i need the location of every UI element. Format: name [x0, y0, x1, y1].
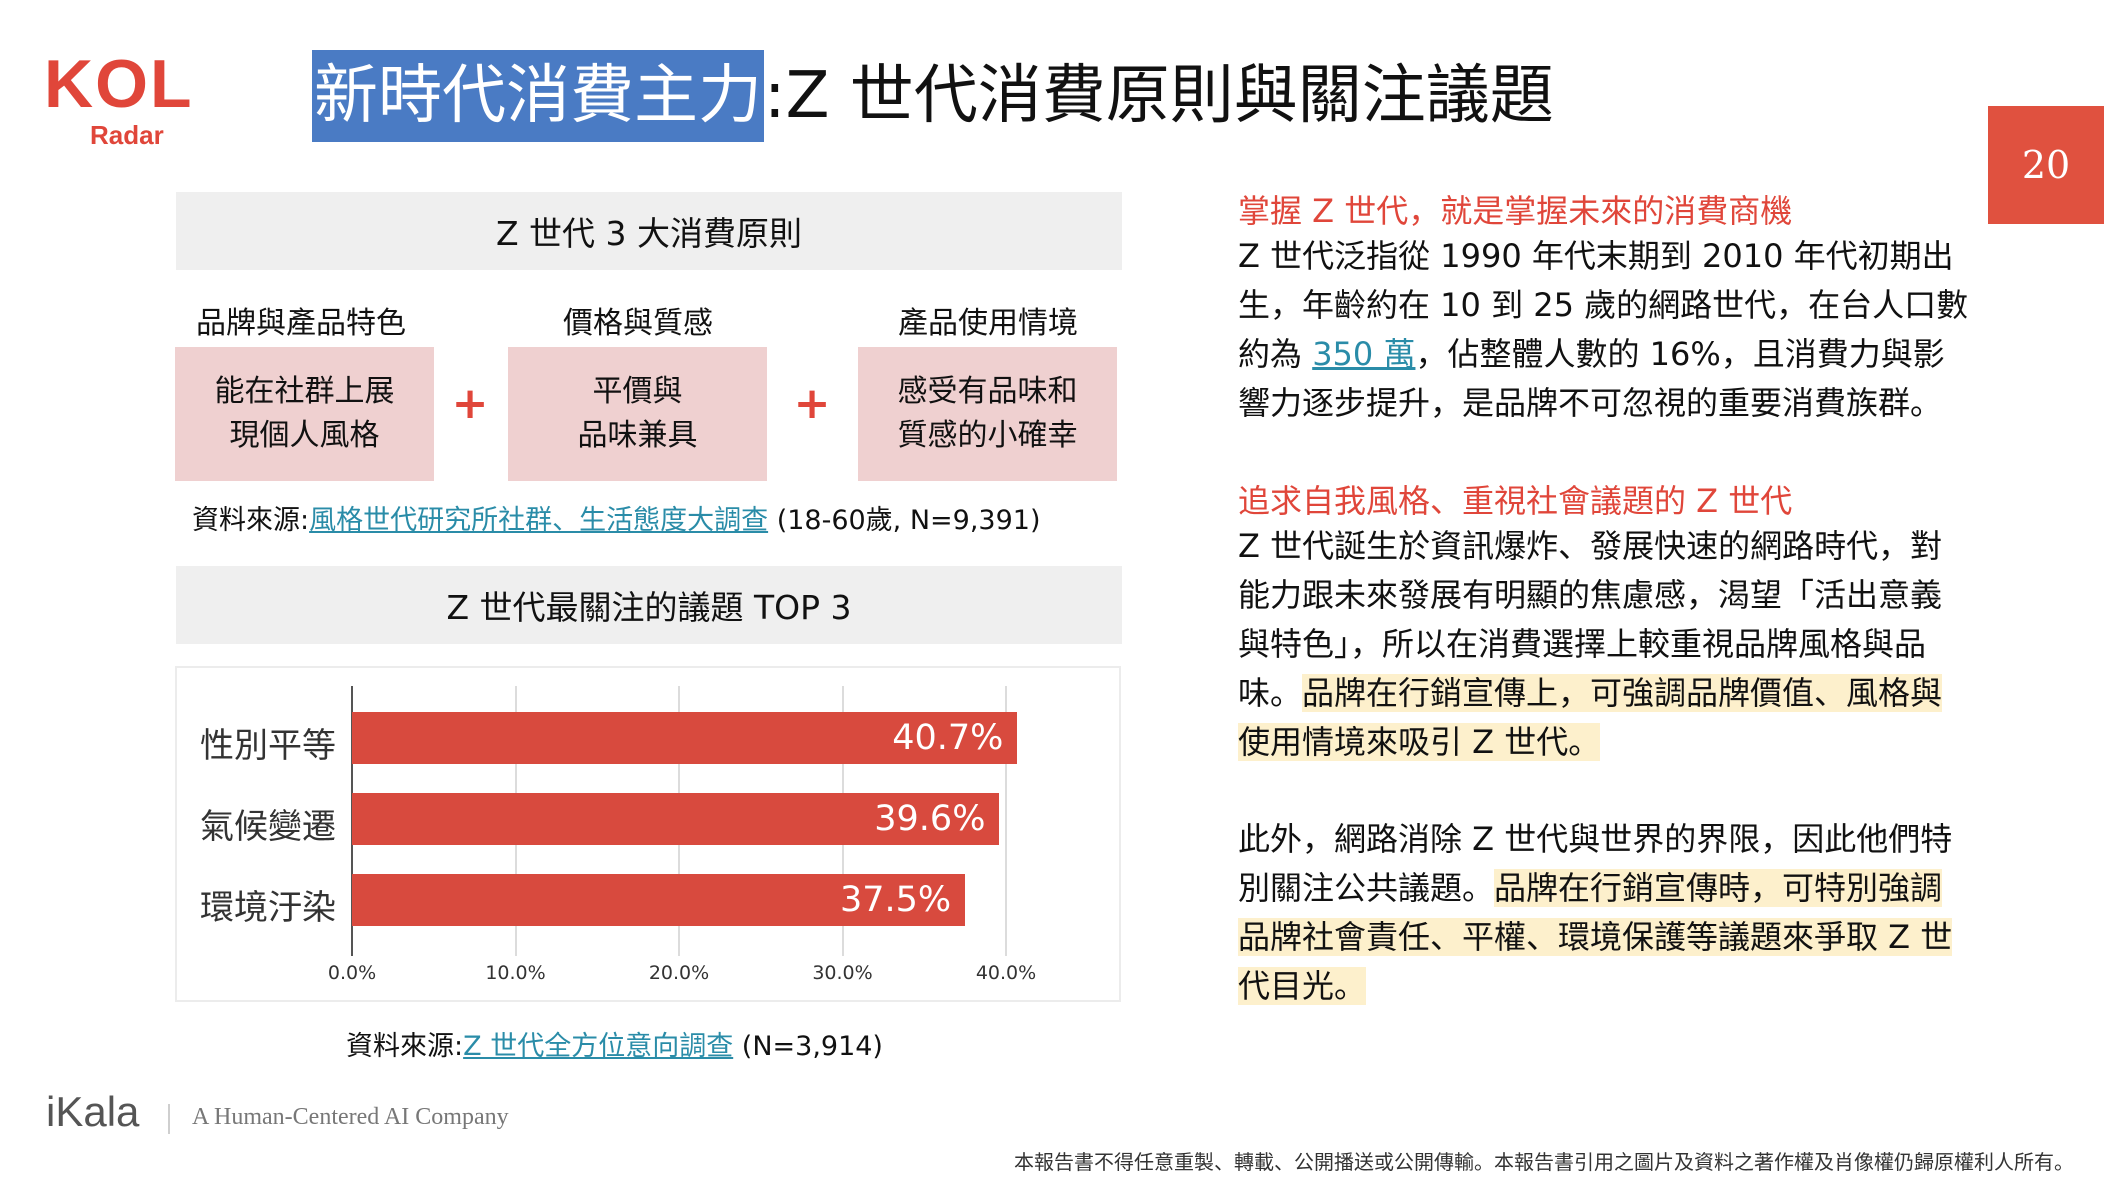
paragraph-1-text-a: Z 世代泛指從 1990 年代末期到 2010 年代初期出生，年齡約在 10 到… [1238, 237, 1969, 373]
source-prefix: 資料來源: [346, 1031, 464, 1062]
source-prefix: 資料來源: [192, 505, 310, 536]
ikala-logo: iKala [46, 1088, 140, 1135]
paragraph-2-highlight: 品牌在行銷宣傳上，可強調品牌價值、風格與使用情境來吸引 Z 世代。 [1238, 674, 1943, 761]
source-link[interactable]: 風格世代研究所社群、生活態度大調查 [309, 505, 769, 536]
source-suffix: (18-60歲, N=9,391) [768, 505, 1041, 536]
footer-disclaimer: 本報告書不得任意重製、轉載、公開播送或公開傳輸。本報告書引用之圖片及資料之著作權… [1014, 1150, 2074, 1174]
chart-bar: 39.6% [352, 793, 1000, 845]
bar-category-label: 環境汙染 [200, 888, 336, 928]
page-number: 20 [1988, 106, 2104, 224]
bar-category-label: 氣候變遷 [200, 807, 336, 847]
footer-divider [168, 1104, 170, 1134]
principle-label-3: 產品使用情境 [898, 306, 1078, 341]
page-title: 新時代消費主力 :Z 世代消費原則與關注議題 [312, 50, 1554, 142]
x-tick-label: 10.0% [485, 962, 546, 984]
x-tick-label: 30.0% [812, 962, 873, 984]
plus-icon: + [451, 378, 489, 429]
issues-header: Z 世代最關注的議題 TOP 3 [176, 566, 1122, 644]
bar-category-label: 性別平等 [200, 726, 336, 766]
principle-box-2: 平價與 品味兼具 [508, 347, 767, 481]
paragraph-2-text: Z 世代誕生於資訊爆炸、發展快速的網路時代，對能力跟未來發展有明顯的焦慮感，渴望… [1238, 527, 1943, 712]
logo-brand: KOL [44, 46, 194, 122]
principles-header: Z 世代 3 大消費原則 [176, 192, 1122, 270]
x-tick-label: 0.0% [327, 962, 377, 984]
chart-frame [175, 666, 1121, 1002]
paragraph-3: 此外，網路消除 Z 世代與世界的界限，因此他們特別關注公共議題。品牌在行銷宣傳時… [1238, 815, 1973, 1011]
right-column: 掌握 Z 世代，就是掌握未來的消費商機 Z 世代泛指從 1990 年代末期到 2… [1238, 186, 1973, 1011]
title-highlight: 新時代消費主力 [312, 50, 764, 142]
chart-bar: 40.7% [352, 712, 1018, 764]
principle-label-1: 品牌與產品特色 [196, 306, 406, 341]
issues-source: 資料來源:Z 世代全方位意向調查 (N=3,914) [346, 1024, 883, 1063]
x-tick-label: 40.0% [975, 962, 1037, 984]
title-rest: :Z 世代消費原則與關注議題 [764, 59, 1554, 133]
source-suffix: (N=3,914) [733, 1031, 883, 1062]
principles-source: 資料來源:風格世代研究所社群、生活態度大調查 (18-60歲, N=9,391) [192, 498, 1041, 537]
footer-tagline: A Human-Centered AI Company [192, 1104, 509, 1130]
logo-sub: Radar [90, 120, 164, 150]
principle-label-2: 價格與質感 [563, 306, 713, 341]
source-link[interactable]: Z 世代全方位意向調查 [463, 1031, 734, 1062]
kol-radar-logo: KOL Radar [44, 44, 214, 154]
population-link[interactable]: 350 萬 [1312, 335, 1416, 373]
chart-bar: 37.5% [352, 874, 966, 926]
section-heading-1: 掌握 Z 世代，就是掌握未來的消費商機 [1238, 192, 1793, 230]
principle-box-1: 能在社群上展 現個人風格 [175, 347, 434, 481]
paragraph-3-text: 此外，網路消除 Z 世代與世界的界限，因此他們特別關注公共議題。 [1238, 820, 1953, 907]
x-tick-label: 20.0% [648, 962, 710, 984]
paragraph-1: Z 世代泛指從 1990 年代末期到 2010 年代初期出生，年齡約在 10 到… [1238, 232, 1973, 428]
plus-icon: + [793, 378, 831, 429]
bar-value-label: 40.7% [892, 718, 1004, 758]
paragraph-2: Z 世代誕生於資訊爆炸、發展快速的網路時代，對能力跟未來發展有明顯的焦慮感，渴望… [1238, 522, 1973, 767]
section-heading-2: 追求自我風格、重視社會議題的 Z 世代 [1238, 482, 1793, 520]
bar-value-label: 39.6% [874, 799, 986, 839]
bar-value-label: 37.5% [839, 880, 952, 920]
paragraph-1-text-b: ，佔整體人數的 16%，且消費力與影響力逐步提升，是品牌不可忽視的重要消費族群。 [1238, 335, 1945, 422]
principle-box-3: 感受有品味和 質感的小確幸 [858, 347, 1117, 481]
chart-gridline [1005, 686, 1007, 956]
